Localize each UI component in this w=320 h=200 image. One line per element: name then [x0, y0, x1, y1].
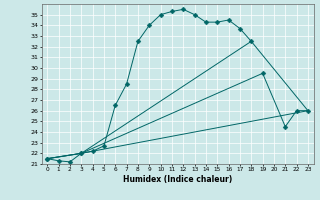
X-axis label: Humidex (Indice chaleur): Humidex (Indice chaleur)	[123, 175, 232, 184]
